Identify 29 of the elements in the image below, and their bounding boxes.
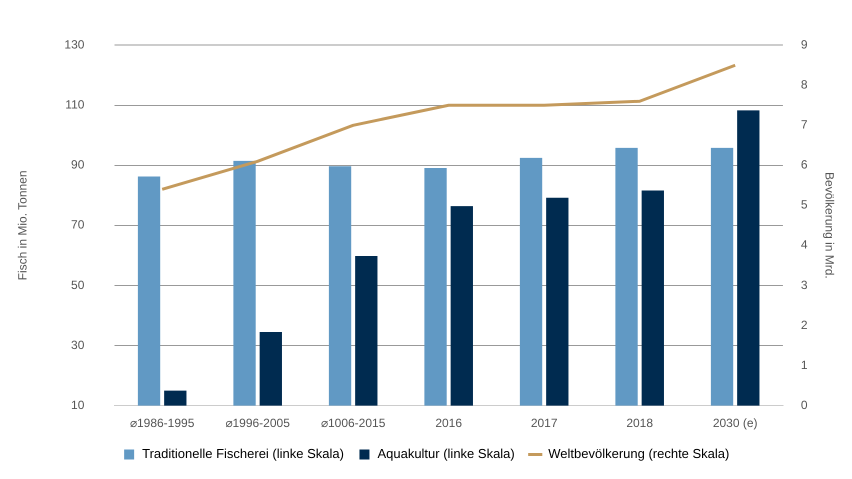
y2-tick-label: 9 (800, 38, 808, 52)
x-tick-label: 2017 (530, 416, 558, 430)
x-tick-label: 2030 (e) (712, 416, 758, 430)
y-axis-title: Fisch in Mio. Tonnen (16, 170, 30, 280)
y2-axis-title: Bevölkerung in Mrd. (822, 172, 836, 279)
y-tick-label: 90 (71, 158, 85, 172)
y-tick-label: 70 (71, 218, 85, 232)
y2-tick-label: 0 (800, 398, 808, 412)
legend-label: Traditionelle Fischerei (linke Skala) (142, 446, 344, 462)
y-tick-label: 30 (71, 338, 85, 352)
y-tick-label: 110 (65, 98, 85, 112)
y2-tick-label: 8 (800, 78, 808, 92)
y2-tick-label: 1 (800, 358, 808, 372)
x-tick-label: 2018 (626, 416, 654, 430)
y-tick-label: 130 (64, 38, 85, 52)
legend-label: Weltbevölkerung (rechte Skala) (548, 446, 730, 462)
y2-tick-label: 4 (800, 238, 808, 252)
y-tick-label: 50 (71, 278, 85, 292)
x-tick-label: ⌀1986-1995 (130, 416, 195, 430)
y2-tick-label: 6 (800, 158, 808, 172)
x-tick-label: ⌀1006-2015 (320, 416, 386, 430)
legend-label: Aquakultur (linke Skala) (377, 446, 515, 462)
y-tick-label: 10 (71, 398, 85, 412)
y2-tick-label: 3 (800, 278, 808, 292)
x-tick-label: ⌀1996-2005 (225, 416, 290, 430)
y2-tick-label: 7 (800, 118, 808, 132)
y2-tick-label: 5 (800, 198, 808, 212)
y2-tick-label: 2 (800, 318, 808, 332)
x-tick-label: 2016 (435, 416, 462, 430)
